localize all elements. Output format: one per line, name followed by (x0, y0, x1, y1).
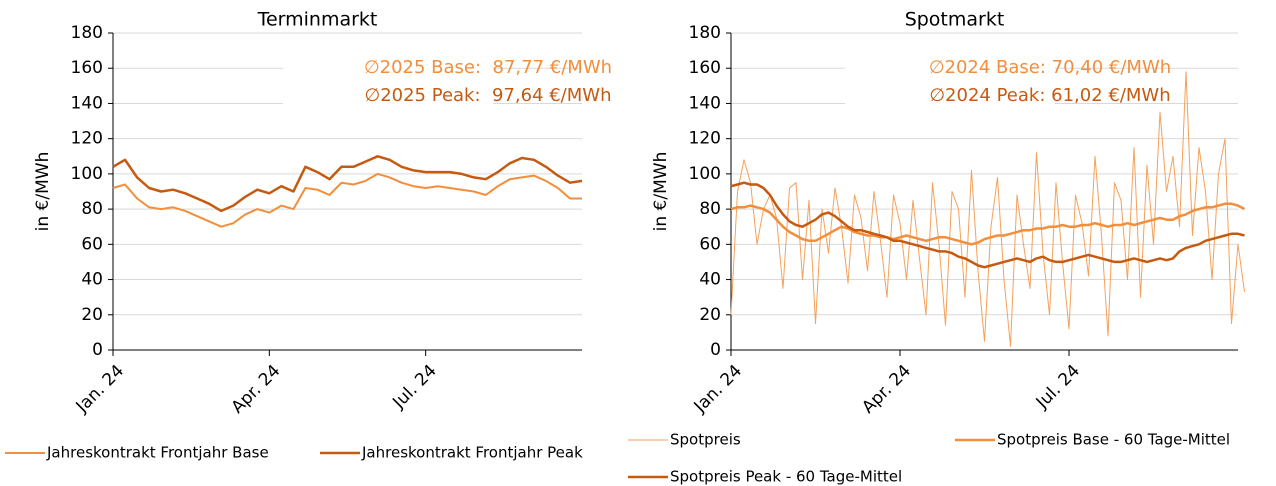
y-tick-label: 40 (699, 270, 721, 290)
chart-title: Terminmarkt (257, 9, 378, 31)
line-series (112, 172, 582, 228)
x-tick-label: Jul. 24 (1032, 361, 1084, 413)
y-tick-label: 80 (81, 199, 103, 219)
y-tick-label: 140 (71, 93, 103, 113)
line-series (112, 155, 583, 213)
legend-label: Spotpreis Peak - 60 Tage-Mittel (670, 468, 902, 486)
y-tick-label: 100 (689, 164, 721, 184)
y-tick-label: 20 (81, 305, 103, 325)
annotation-bg (283, 55, 493, 81)
y-tick-label: 180 (71, 23, 103, 43)
y-tick-label: 100 (71, 164, 103, 184)
annotation-bg (845, 83, 1055, 109)
annotation-bg (845, 55, 1055, 81)
y-tick-label: 180 (689, 23, 721, 43)
legend-label: Jahreskontrakt Frontjahr Base (46, 444, 269, 462)
chart-title: Spotmarkt (905, 9, 1005, 31)
annotation-bg (283, 83, 493, 109)
y-tick-label: 160 (689, 58, 721, 78)
annotation: ∅2025 Peak: 97,64 €/MWh (365, 85, 612, 106)
x-tick-label: Apr. 24 (858, 361, 915, 418)
y-tick-label: 0 (92, 340, 103, 360)
x-tick-label: Jan. 24 (690, 361, 746, 417)
y-tick-label: 60 (81, 234, 103, 254)
y-tick-label: 160 (71, 58, 103, 78)
y-tick-label: 20 (699, 305, 721, 325)
annotation: ∅2025 Base: 87,77 €/MWh (364, 57, 612, 78)
x-tick-label: Apr. 24 (228, 361, 285, 418)
legend-label: Spotpreis (670, 431, 741, 449)
legend-label: Jahreskontrakt Frontjahr Peak (361, 444, 583, 462)
y-tick-label: 120 (71, 129, 103, 149)
y-tick-label: 0 (710, 340, 721, 360)
y-axis-label: in €/MWh (651, 152, 671, 232)
annotation: ∅2024 Peak: 61,02 €/MWh (929, 85, 1170, 106)
y-tick-label: 40 (81, 270, 103, 290)
x-tick-label: Jan. 24 (72, 361, 128, 417)
annotation: ∅2024 Base: 70,40 €/MWh (929, 57, 1171, 78)
y-tick-label: 120 (689, 129, 721, 149)
line-series (730, 202, 1246, 246)
y-tick-label: 60 (699, 234, 721, 254)
line-series (730, 181, 1245, 269)
line-series (730, 71, 1245, 347)
y-tick-label: 80 (699, 199, 721, 219)
legend-label: Spotpreis Base - 60 Tage-Mittel (997, 431, 1230, 449)
y-axis-label: in €/MWh (33, 152, 53, 232)
y-tick-label: 140 (689, 93, 721, 113)
x-tick-label: Jul. 24 (388, 361, 440, 413)
